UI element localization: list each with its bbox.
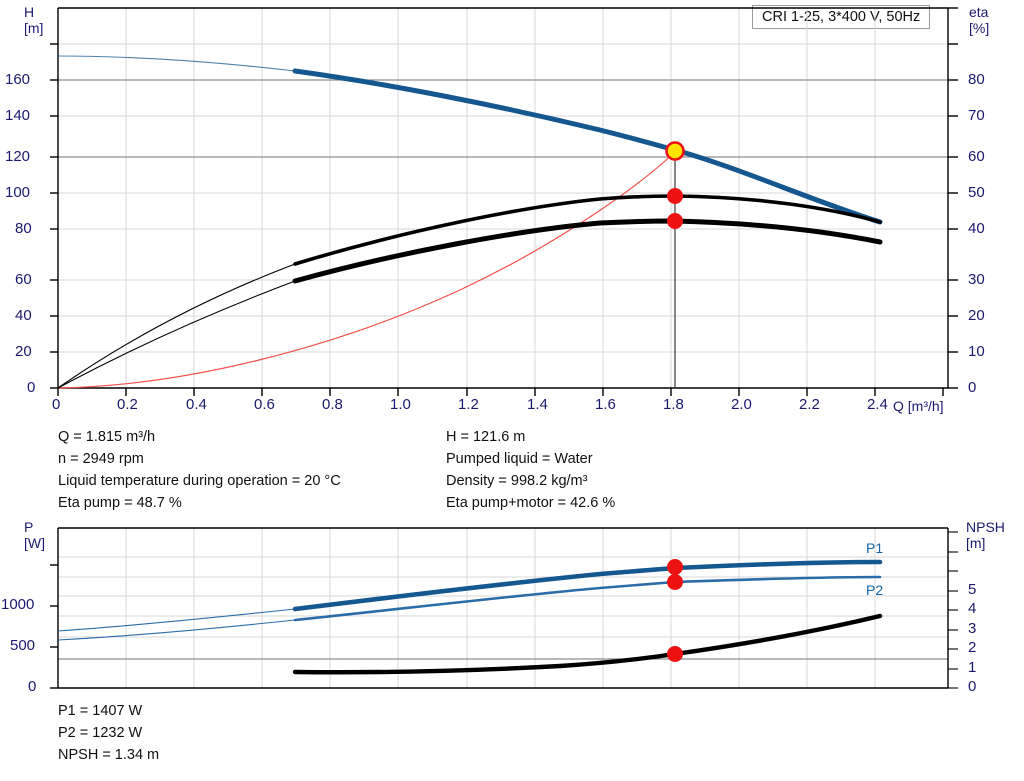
npsh-curve xyxy=(292,613,883,675)
duty-point-marker xyxy=(665,141,685,161)
upper-y-right-axis-label: eta [%] xyxy=(969,4,990,36)
upper-eta-tick-20: 20 xyxy=(968,307,985,324)
lower-npshtick-1: 1 xyxy=(968,659,977,676)
upper-ytick-60: 60 xyxy=(15,271,32,288)
upper-xtick-18: 1.8 xyxy=(663,396,684,413)
lower-ptick-1000: 1000 xyxy=(1,596,35,613)
info-bottom-line-2: P2 = 1232 W xyxy=(58,725,143,741)
upper-eta-tick-80: 80 xyxy=(968,71,985,88)
info-right-line-2: Pumped liquid = Water xyxy=(446,451,593,467)
info-bottom-line-1: P1 = 1407 W xyxy=(58,703,143,719)
lower-npshtick-3: 3 xyxy=(968,620,977,637)
info-left-line-4: Eta pump = 48.7 % xyxy=(58,495,182,511)
upper-eta-tick-50: 50 xyxy=(968,184,985,201)
duty-marker-efficiency-pump-motor xyxy=(667,213,683,229)
lower-vertical-gridlines xyxy=(125,528,876,688)
duty-marker-p2 xyxy=(667,574,683,590)
head-curve-thin-segment xyxy=(57,55,296,72)
lower-npshtick-0: 0 xyxy=(968,678,977,695)
upper-xtick-10: 1.0 xyxy=(390,396,411,413)
upper-chart-svg xyxy=(50,7,958,396)
head-curve xyxy=(292,68,883,225)
efficiency-pump-motor-curve-thin-segment xyxy=(57,280,296,389)
upper-xtick-12: 1.2 xyxy=(458,396,479,413)
info-left-line-3: Liquid temperature during operation = 20… xyxy=(58,473,341,489)
info-left-line-1: Q = 1.815 m³/h xyxy=(58,429,156,445)
p1-curve-thin-segment xyxy=(57,608,296,632)
upper-ytick-40: 40 xyxy=(15,307,32,324)
upper-eta-tick-40: 40 xyxy=(968,220,985,237)
info-right-line-4: Eta pump+motor = 42.6 % xyxy=(446,495,616,511)
upper-xtick-14: 1.4 xyxy=(527,396,548,413)
upper-left-axis-ticks xyxy=(50,43,58,389)
info-right-line-3: Density = 998.2 kg/m³ xyxy=(446,473,588,489)
upper-vertical-gridlines xyxy=(125,8,876,388)
lower-npshtick-2: 2 xyxy=(968,639,977,656)
upper-ytick-100: 100 xyxy=(5,184,31,201)
upper-right-axis-ticks xyxy=(948,7,958,389)
upper-xtick-20: 2.0 xyxy=(731,396,752,413)
upper-xtick-04: 0.4 xyxy=(186,396,207,413)
upper-eta-tick-70: 70 xyxy=(968,107,985,124)
p2-curve-thin-segment xyxy=(57,619,296,641)
upper-eta-tick-60: 60 xyxy=(968,148,985,165)
p1-curve xyxy=(292,559,883,612)
upper-eta-tick-10: 10 xyxy=(968,343,985,360)
lower-right-axis-ticks xyxy=(948,531,958,689)
upper-ytick-120: 120 xyxy=(5,148,31,165)
efficiency-pump-curve-thin-segment xyxy=(57,263,296,389)
chart-title-box: CRI 1-25, 3*400 V, 50Hz xyxy=(752,5,931,29)
lower-horizontal-gridlines xyxy=(58,556,948,660)
upper-xtick-16: 1.6 xyxy=(595,396,616,413)
efficiency-pump-motor-curve xyxy=(292,218,883,284)
system-curve xyxy=(57,151,676,389)
lower-plot-frame xyxy=(57,527,949,689)
p2-curve xyxy=(293,575,882,622)
upper-ytick-160: 160 xyxy=(5,71,31,88)
info-left-line-2: n = 2949 rpm xyxy=(58,451,144,467)
upper-xtick-08: 0.8 xyxy=(322,396,343,413)
lower-y-left-axis-label: P [W] xyxy=(24,519,45,551)
info-right-line-1: H = 121.6 m xyxy=(446,429,526,445)
upper-eta-tick-0: 0 xyxy=(968,379,977,396)
upper-eta-tick-30: 30 xyxy=(968,271,985,288)
efficiency-pump-curve xyxy=(293,194,882,266)
info-bottom-line-3: NPSH = 1.34 m xyxy=(58,747,160,763)
upper-xtick-06: 0.6 xyxy=(254,396,275,413)
lower-chart-svg xyxy=(50,527,958,689)
upper-ytick-0: 0 xyxy=(27,379,36,396)
upper-bottom-axis-ticks xyxy=(57,388,944,396)
upper-x-axis-label: Q [m³/h] xyxy=(893,398,944,414)
upper-y-left-axis-label: H [m] xyxy=(24,4,44,36)
duty-marker-efficiency-pump xyxy=(667,188,683,204)
upper-xtick-02: 0.2 xyxy=(117,396,138,413)
duty-marker-npsh xyxy=(667,646,683,662)
upper-ytick-140: 140 xyxy=(5,107,31,124)
upper-plot-frame xyxy=(57,7,949,389)
lower-ptick-0: 0 xyxy=(28,678,37,695)
lower-ptick-500: 500 xyxy=(10,637,36,654)
upper-xtick-24: 2.4 xyxy=(867,396,888,413)
upper-ytick-20: 20 xyxy=(15,343,32,360)
upper-xtick-22: 2.2 xyxy=(799,396,820,413)
upper-xtick-0: 0 xyxy=(52,396,61,413)
duty-marker-p1 xyxy=(667,559,683,575)
lower-y-right-axis-label: NPSH [m] xyxy=(966,519,1005,551)
lower-npshtick-5: 5 xyxy=(968,581,977,598)
upper-ytick-80: 80 xyxy=(15,220,32,237)
lower-left-axis-ticks xyxy=(50,564,58,689)
lower-npshtick-4: 4 xyxy=(968,600,977,617)
